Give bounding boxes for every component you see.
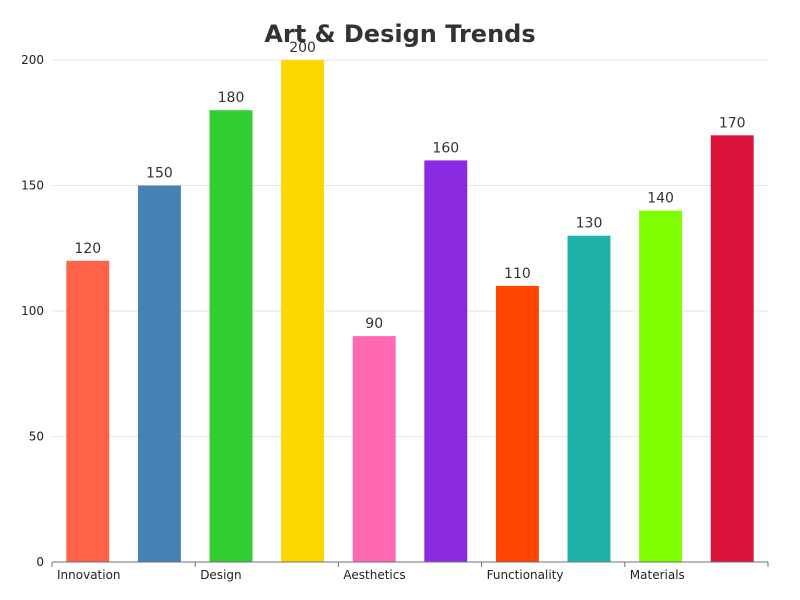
bar <box>567 235 611 562</box>
bar <box>281 60 325 562</box>
bar <box>352 336 396 562</box>
x-tick-label: Design <box>200 568 241 582</box>
bar-value-label: 140 <box>647 191 674 207</box>
bar <box>495 285 539 562</box>
y-tick-label: 200 <box>21 53 44 67</box>
x-tick-label: Materials <box>630 568 685 582</box>
bar-value-label: 200 <box>289 40 316 56</box>
axis-layer: 0 50 100 150 200 Innovation Design Aesthetics Fu… <box>21 53 769 582</box>
bar-value-label: 130 <box>576 216 603 232</box>
bar-value-label: 160 <box>432 140 459 156</box>
y-tick-label: 150 <box>21 179 44 193</box>
bar <box>710 135 754 563</box>
bar <box>209 110 253 562</box>
bar <box>66 260 110 562</box>
bar-value-label: 110 <box>504 266 531 282</box>
bar <box>137 185 181 562</box>
chart-title: Art & Design Trends <box>264 20 535 48</box>
x-tick-label: Innovation <box>57 568 121 582</box>
y-tick-label: 50 <box>29 430 44 444</box>
bar-value-label: 170 <box>719 115 746 131</box>
bar <box>639 210 683 562</box>
value-labels-layer: 120 150 180 200 90 160 110 130 140 170 <box>74 40 745 332</box>
bar <box>424 160 468 562</box>
y-tick-label: 0 <box>36 555 44 569</box>
bar-value-label: 90 <box>365 316 383 332</box>
x-tick-label: Functionality <box>487 568 564 582</box>
bars-layer <box>66 60 754 563</box>
bar-value-label: 120 <box>74 241 101 257</box>
y-tick-label: 100 <box>21 304 44 318</box>
x-tick-label: Aesthetics <box>343 568 405 582</box>
bar-value-label: 150 <box>146 166 173 182</box>
bar-value-label: 180 <box>218 90 245 106</box>
